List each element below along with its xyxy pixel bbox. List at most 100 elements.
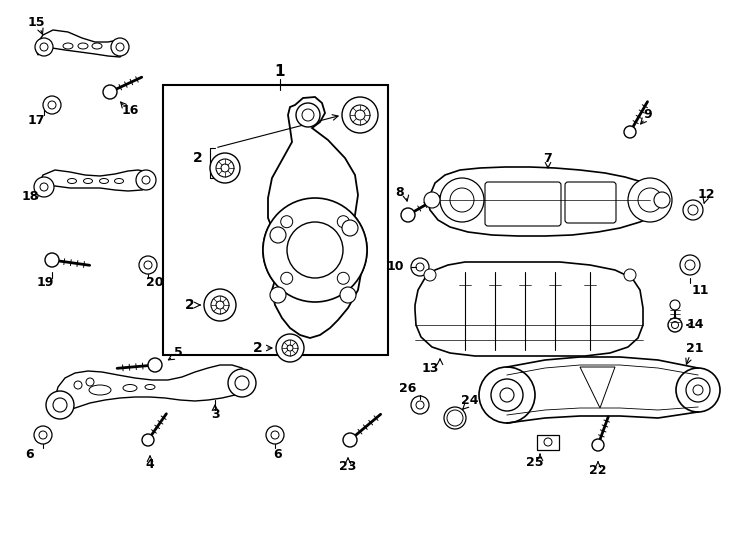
Circle shape — [624, 126, 636, 138]
Circle shape — [411, 258, 429, 276]
Circle shape — [670, 300, 680, 310]
Circle shape — [34, 426, 52, 444]
Text: 2: 2 — [193, 151, 203, 165]
Text: 20: 20 — [146, 276, 164, 289]
Circle shape — [103, 85, 117, 99]
Circle shape — [343, 433, 357, 447]
Text: 7: 7 — [544, 152, 553, 165]
Circle shape — [271, 431, 279, 439]
Text: 4: 4 — [145, 458, 154, 471]
Text: 16: 16 — [121, 104, 139, 117]
Circle shape — [276, 334, 304, 362]
Circle shape — [287, 222, 343, 278]
Text: 21: 21 — [686, 341, 704, 354]
Text: 18: 18 — [21, 191, 39, 204]
Circle shape — [450, 188, 474, 212]
Circle shape — [355, 110, 365, 120]
Circle shape — [204, 289, 236, 321]
Circle shape — [144, 261, 152, 269]
Text: 26: 26 — [399, 381, 417, 395]
Circle shape — [142, 434, 154, 446]
Circle shape — [491, 379, 523, 411]
Circle shape — [39, 431, 47, 439]
Text: 25: 25 — [526, 456, 544, 469]
Circle shape — [287, 345, 293, 351]
Circle shape — [86, 378, 94, 386]
Ellipse shape — [68, 179, 76, 184]
Circle shape — [296, 103, 320, 127]
Circle shape — [270, 227, 286, 243]
Ellipse shape — [89, 385, 111, 395]
Circle shape — [40, 43, 48, 51]
Text: 9: 9 — [644, 109, 653, 122]
Circle shape — [447, 410, 463, 426]
Circle shape — [683, 200, 703, 220]
Text: 12: 12 — [697, 188, 715, 201]
FancyBboxPatch shape — [565, 182, 616, 223]
Circle shape — [685, 260, 695, 270]
Text: 6: 6 — [274, 449, 283, 462]
Circle shape — [263, 198, 367, 302]
Circle shape — [440, 178, 484, 222]
Text: 2: 2 — [185, 298, 195, 312]
Circle shape — [350, 105, 370, 125]
Text: 11: 11 — [691, 284, 709, 296]
Circle shape — [216, 159, 234, 177]
Circle shape — [280, 215, 293, 228]
Circle shape — [282, 340, 298, 356]
Ellipse shape — [92, 43, 102, 49]
Circle shape — [139, 256, 157, 274]
Circle shape — [500, 388, 514, 402]
Text: 19: 19 — [36, 276, 54, 289]
Circle shape — [263, 198, 367, 302]
Circle shape — [338, 272, 349, 284]
Circle shape — [142, 176, 150, 184]
Circle shape — [228, 369, 256, 397]
Text: 1: 1 — [275, 64, 286, 79]
Circle shape — [46, 391, 74, 419]
Circle shape — [342, 97, 378, 133]
Polygon shape — [36, 30, 125, 57]
Circle shape — [340, 287, 356, 303]
Text: 10: 10 — [386, 260, 404, 273]
Circle shape — [43, 96, 61, 114]
Text: 17: 17 — [27, 113, 45, 126]
Circle shape — [676, 368, 720, 412]
Text: 6: 6 — [26, 449, 34, 462]
Bar — [537, 435, 559, 450]
Circle shape — [479, 367, 535, 423]
Text: 15: 15 — [27, 16, 45, 29]
Ellipse shape — [115, 179, 123, 184]
Polygon shape — [428, 167, 662, 236]
Polygon shape — [580, 367, 615, 408]
Circle shape — [444, 407, 466, 429]
Circle shape — [53, 398, 67, 412]
Ellipse shape — [145, 384, 155, 389]
Polygon shape — [415, 262, 643, 356]
Circle shape — [210, 153, 240, 183]
Ellipse shape — [84, 179, 92, 184]
Circle shape — [280, 272, 293, 284]
Circle shape — [342, 220, 358, 236]
Circle shape — [136, 170, 156, 190]
Circle shape — [668, 318, 682, 332]
Circle shape — [221, 164, 229, 172]
Text: 14: 14 — [686, 319, 704, 332]
Circle shape — [266, 426, 284, 444]
Circle shape — [287, 222, 343, 278]
Polygon shape — [35, 170, 152, 192]
Circle shape — [424, 269, 436, 281]
Circle shape — [40, 183, 48, 191]
Ellipse shape — [123, 384, 137, 391]
Circle shape — [48, 101, 56, 109]
Circle shape — [680, 255, 700, 275]
Text: 22: 22 — [589, 463, 607, 476]
Text: 2: 2 — [253, 341, 263, 355]
Circle shape — [34, 177, 54, 197]
Circle shape — [628, 178, 672, 222]
Circle shape — [45, 253, 59, 267]
Circle shape — [111, 38, 129, 56]
Circle shape — [686, 378, 710, 402]
Polygon shape — [268, 97, 362, 338]
Circle shape — [624, 269, 636, 281]
